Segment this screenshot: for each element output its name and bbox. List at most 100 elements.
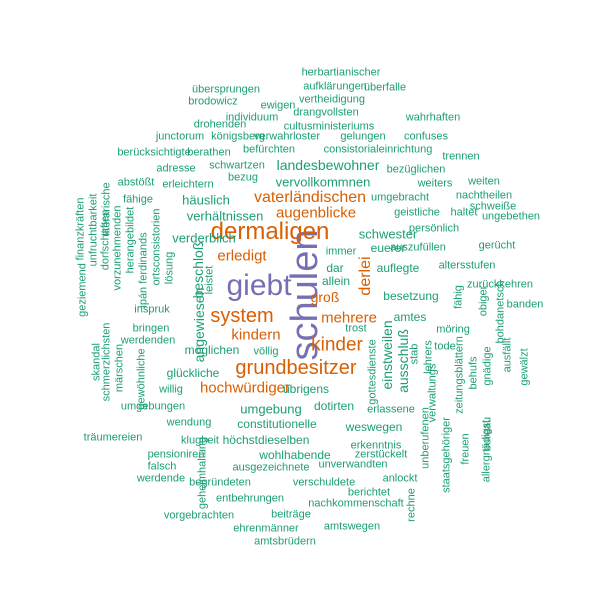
cloud-word: weiters	[417, 177, 453, 190]
cloud-word: verschuldete	[292, 476, 356, 489]
cloud-word: dotirten	[313, 399, 355, 413]
cloud-word: behufs	[467, 356, 480, 390]
cloud-word: ipán ferdinands	[137, 232, 150, 308]
cloud-word: haltet	[450, 206, 478, 219]
cloud-word: individuum	[225, 111, 279, 124]
cloud-word: dar	[326, 261, 344, 275]
cloud-word: schmerzlichsten	[100, 322, 113, 402]
cloud-word: begründeten	[189, 476, 251, 489]
cloud-word: persönlich	[408, 222, 460, 235]
cloud-word: berichtet	[347, 486, 391, 499]
cloud-word: berathen	[187, 146, 231, 159]
cloud-word: besetzung	[383, 289, 439, 303]
cloud-word: amtswegen	[323, 520, 381, 533]
cloud-word: obiger	[477, 285, 490, 317]
cloud-word: erkenntnis	[350, 439, 402, 452]
cloud-word: märschen	[113, 343, 126, 393]
cloud-word: abstößt	[117, 176, 155, 189]
cloud-word: bezug	[228, 171, 258, 184]
cloud-word: pensioniren	[147, 448, 205, 461]
cloud-word: vervollkommnen	[275, 174, 371, 190]
cloud-word: mehrere	[321, 309, 377, 327]
cloud-word: weswegen	[345, 420, 403, 434]
cloud-word: bringen	[132, 322, 170, 335]
cloud-word: kindern	[231, 326, 281, 344]
cloud-word: cultusministeriums	[283, 120, 375, 133]
cloud-word: ungebethen	[481, 210, 541, 223]
cloud-word: drohenden	[193, 118, 247, 131]
cloud-word: falsch	[147, 460, 177, 473]
cloud-word: ortsconsistorien	[150, 208, 163, 286]
cloud-word: möglichen	[184, 343, 240, 357]
cloud-word: zerstückelt	[354, 448, 408, 461]
cloud-word: schwartzen	[209, 159, 265, 172]
cloud-word: träumereien	[83, 431, 143, 444]
cloud-word: ewigen	[260, 99, 296, 112]
cloud-word: nachtheilen	[455, 189, 513, 202]
cloud-word: völlig	[253, 345, 279, 358]
cloud-word: herbartianischer	[301, 66, 381, 79]
cloud-word: herangebildet	[124, 206, 137, 274]
cloud-word: vorgebrachten	[163, 509, 235, 522]
cloud-word: willig	[159, 383, 183, 396]
cloud-word: geistliche	[394, 206, 440, 219]
cloud-word: wahrhaften	[405, 111, 461, 124]
cloud-word: möring	[436, 323, 470, 336]
cloud-word: gottesdienste	[366, 339, 379, 405]
cloud-word: landesbewohner	[276, 157, 380, 173]
cloud-word: grundbesitzer	[235, 357, 357, 379]
cloud-word: allergnädigst	[480, 419, 493, 483]
cloud-word: umgebracht	[370, 191, 430, 204]
cloud-word: glückliche	[166, 366, 220, 380]
cloud-word: geziemend	[76, 263, 89, 317]
cloud-word: beiträge	[271, 508, 311, 521]
cloud-word: überfalle	[363, 81, 407, 94]
cloud-word: derlei	[357, 256, 374, 296]
cloud-word: kinder	[311, 334, 363, 356]
cloud-word: befürchten	[243, 143, 295, 156]
cloud-word: dorfschaften	[99, 209, 112, 271]
cloud-word: stab	[408, 343, 421, 365]
cloud-word: adresse	[156, 162, 196, 175]
cloud-word: giebt	[226, 269, 292, 302]
cloud-word: einstweilen	[379, 320, 395, 390]
cloud-word: leistet	[203, 265, 216, 295]
cloud-word: allein	[321, 274, 351, 288]
cloud-word: system	[210, 305, 274, 327]
cloud-word: fähige	[123, 193, 153, 206]
cloud-word: constitutionelle	[237, 417, 317, 431]
cloud-word: gewöhnliche	[135, 348, 148, 410]
cloud-word: consistorialeinrichtung	[323, 143, 433, 156]
cloud-word: bohdanetsch	[494, 280, 507, 344]
cloud-word: auszufüllen	[390, 241, 446, 254]
cloud-word: königsberg	[211, 130, 265, 143]
cloud-word: erledigt	[217, 247, 267, 265]
cloud-word: vorzunehmenden	[111, 205, 124, 291]
cloud-word: aufklärungen	[303, 80, 367, 93]
cloud-word: verderblich	[172, 230, 236, 246]
cloud-word: tode	[434, 340, 456, 353]
cloud-word: gewälzt	[518, 348, 531, 386]
cloud-word: junctorum	[155, 130, 205, 143]
cloud-word: drangvollsten	[293, 106, 359, 119]
cloud-word: brodowicz	[188, 95, 238, 108]
cloud-word: entbehrungen	[216, 492, 284, 505]
cloud-word: freuen	[459, 433, 472, 465]
cloud-word: dermaligen	[210, 218, 330, 245]
cloud-word: banden	[506, 298, 544, 311]
cloud-word: hochwürdiger	[199, 379, 291, 397]
cloud-word: erleichtern	[162, 178, 214, 191]
cloud-word: ausfällt	[501, 337, 514, 373]
cloud-word: vertheidigung	[298, 93, 366, 106]
cloud-word: klugheit	[181, 434, 219, 447]
cloud-word: häuslich	[182, 192, 230, 208]
cloud-word: confuses	[403, 130, 449, 143]
cloud-word: gelungen	[340, 130, 386, 143]
cloud-word: fähig	[452, 285, 465, 309]
cloud-word: euerer	[370, 241, 406, 255]
cloud-word: anlockt	[382, 472, 418, 485]
cloud-word: bezüglichen	[386, 163, 446, 176]
cloud-word: zurückkehren	[466, 278, 534, 291]
cloud-word: unverwandten	[318, 458, 388, 471]
